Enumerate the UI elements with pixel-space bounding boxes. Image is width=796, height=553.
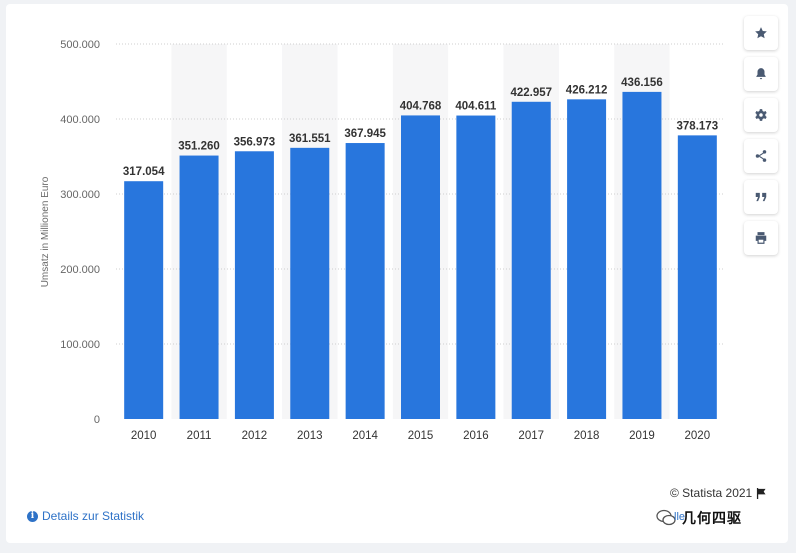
info-icon: i (27, 510, 38, 522)
bar-2020[interactable] (677, 135, 717, 420)
x-tick-label: 2014 (352, 430, 378, 442)
toolbar (744, 16, 780, 255)
quote-icon (755, 192, 767, 202)
notification-button[interactable] (744, 57, 778, 91)
x-tick-label: 2016 (463, 430, 489, 442)
y-tick-label: 0 (94, 414, 100, 426)
wechat-icon (656, 509, 676, 526)
bar-2013[interactable] (290, 147, 330, 420)
data-label: 436.156 (621, 77, 663, 89)
bar-2012[interactable] (234, 151, 274, 419)
data-label: 378.173 (677, 120, 719, 132)
data-label: 351.260 (178, 141, 220, 153)
x-tick-label: 2012 (242, 430, 268, 442)
bar-2015[interactable] (401, 115, 440, 419)
y-tick-label: 400.000 (60, 114, 100, 126)
x-tick-label: 2010 (131, 430, 157, 442)
gear-icon (755, 109, 767, 121)
x-tick-label: 2017 (518, 430, 544, 442)
settings-button[interactable] (744, 98, 778, 132)
y-tick-label: 100.000 (60, 339, 100, 351)
x-tick-label: 2011 (187, 430, 212, 442)
y-axis-label: Umsatz in Millionen Euro (40, 176, 51, 287)
data-label: 361.551 (289, 133, 331, 145)
bar-2010[interactable] (124, 181, 164, 419)
share-icon (755, 150, 767, 162)
cite-button[interactable] (744, 180, 778, 214)
bar-2019[interactable] (622, 91, 662, 420)
data-label: 317.054 (123, 166, 165, 178)
bell-icon (756, 68, 766, 80)
bar-2016[interactable] (456, 115, 496, 419)
print-icon (755, 232, 767, 244)
y-tick-label: 300.000 (60, 189, 100, 201)
x-tick-label: 2013 (297, 430, 323, 442)
copyright: © Statista 2021 (670, 486, 767, 500)
x-tick-label: 2019 (629, 430, 655, 442)
print-button[interactable] (744, 221, 778, 255)
y-tick-label: 500.000 (60, 39, 100, 51)
details-link[interactable]: i Details zur Statistik (27, 509, 144, 523)
bar-2018[interactable] (567, 99, 607, 419)
share-button[interactable] (744, 139, 778, 173)
bar-2017[interactable] (511, 101, 551, 419)
data-label: 426.212 (566, 84, 608, 96)
details-link-label: Details zur Statistik (42, 509, 145, 523)
favorite-button[interactable] (744, 16, 778, 50)
flag-icon[interactable] (756, 487, 767, 499)
watermark-partial-link: lle (674, 511, 686, 523)
x-tick-label: 2015 (408, 430, 434, 442)
data-label: 356.973 (234, 136, 276, 148)
star-icon (755, 27, 767, 39)
data-label: 404.611 (455, 101, 497, 113)
bar-2011[interactable] (179, 155, 219, 419)
x-tick-label: 2018 (574, 430, 600, 442)
watermark: 几何四驱 (656, 506, 786, 530)
data-label: 422.957 (510, 87, 552, 99)
data-label: 404.768 (400, 100, 442, 112)
x-tick-label: 2020 (685, 430, 711, 442)
y-tick-label: 200.000 (60, 264, 100, 276)
watermark-text: 几何四驱 (682, 511, 742, 527)
data-label: 367.945 (344, 128, 386, 140)
bar-2014[interactable] (345, 143, 385, 419)
credit-text: © Statista 2021 (670, 486, 753, 500)
